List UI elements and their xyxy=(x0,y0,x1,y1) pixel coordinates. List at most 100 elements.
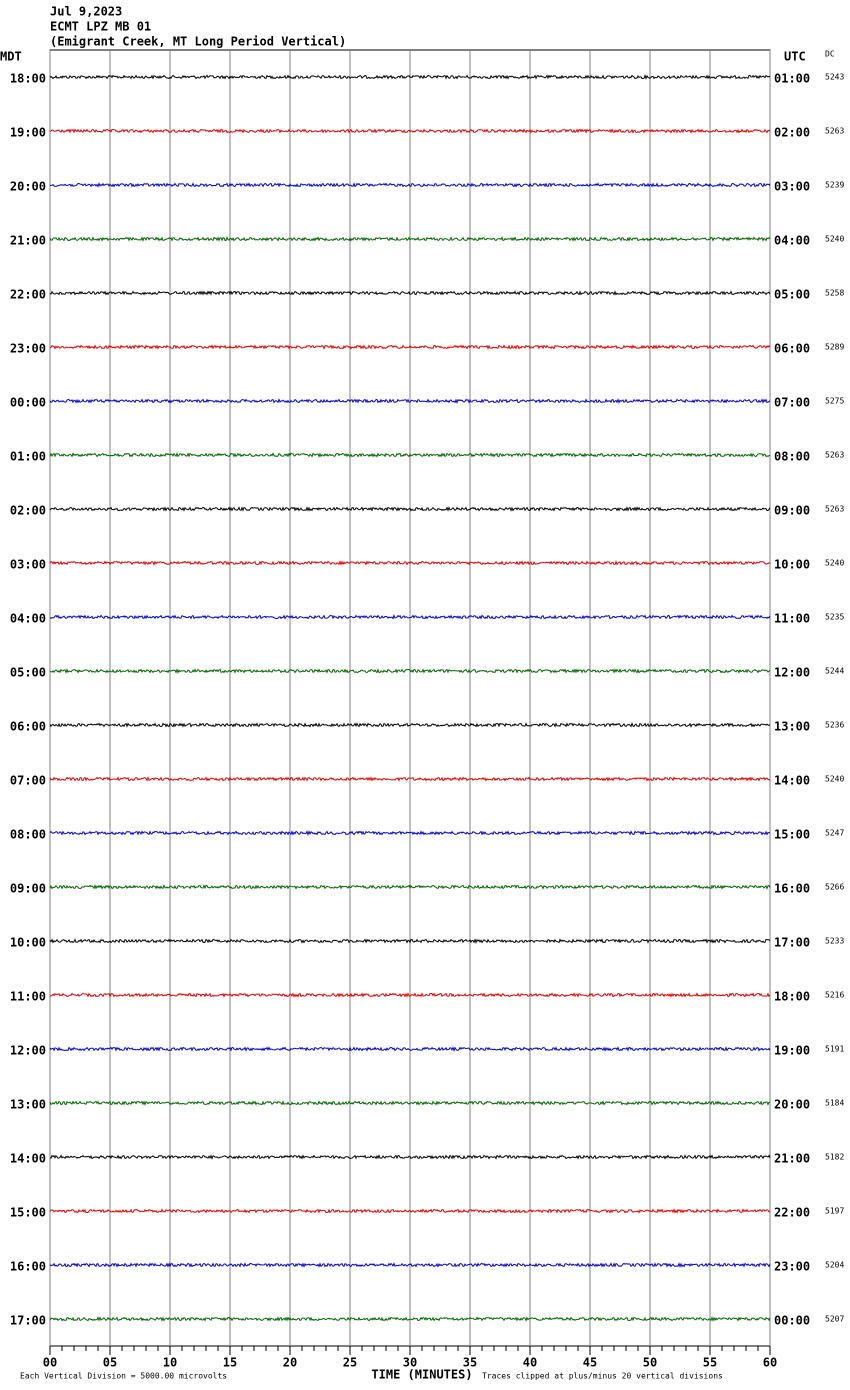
utc-time-label: 04:00 xyxy=(774,234,810,248)
trace xyxy=(49,452,771,458)
dc-value: 5207 xyxy=(825,1315,844,1324)
local-time-label: 07:00 xyxy=(10,774,46,788)
local-time-label: 15:00 xyxy=(10,1206,46,1220)
utc-time-label: 15:00 xyxy=(774,828,810,842)
local-time-label: 16:00 xyxy=(10,1260,46,1274)
dc-value: 5239 xyxy=(825,181,844,190)
utc-time-label: 01:00 xyxy=(774,72,810,86)
x-tick-label: 05 xyxy=(103,1356,117,1370)
trace xyxy=(49,344,771,350)
x-tick-label: 45 xyxy=(583,1356,597,1370)
utc-time-label: 21:00 xyxy=(774,1152,810,1166)
local-time-label: 11:00 xyxy=(10,990,46,1004)
footer-left: Each Vertical Division = 5000.00 microvo… xyxy=(20,1372,227,1381)
trace xyxy=(49,884,771,890)
dc-value: 5204 xyxy=(825,1261,844,1270)
utc-time-label: 06:00 xyxy=(774,342,810,356)
local-time-label: 20:00 xyxy=(10,180,46,194)
local-time-label: 02:00 xyxy=(10,504,46,518)
dc-value: 5240 xyxy=(825,775,844,784)
dc-value: 5182 xyxy=(825,1153,844,1162)
local-time-label: 08:00 xyxy=(10,828,46,842)
local-time-label: 10:00 xyxy=(10,936,46,950)
dc-value: 5243 xyxy=(825,73,844,82)
local-time-label: 17:00 xyxy=(10,1314,46,1328)
local-time-label: 21:00 xyxy=(10,234,46,248)
dc-value: 5233 xyxy=(825,937,844,946)
trace xyxy=(49,290,771,296)
utc-time-label: 02:00 xyxy=(774,126,810,140)
dc-value: 5240 xyxy=(825,559,844,568)
trace xyxy=(49,830,771,837)
trace xyxy=(49,668,771,674)
dc-value: 5216 xyxy=(825,991,844,1000)
utc-time-label: 14:00 xyxy=(774,774,810,788)
trace xyxy=(49,775,771,782)
local-time-label: 13:00 xyxy=(10,1098,46,1112)
x-tick-label: 60 xyxy=(763,1356,777,1370)
trace xyxy=(49,398,771,404)
utc-time-label: 16:00 xyxy=(774,882,810,896)
utc-time-label: 08:00 xyxy=(774,450,810,464)
utc-time-label: 11:00 xyxy=(774,612,810,626)
local-time-label: 12:00 xyxy=(10,1044,46,1058)
utc-time-label: 09:00 xyxy=(774,504,810,518)
footer-right: Traces clipped at plus/minus 20 vertical… xyxy=(482,1372,723,1381)
local-time-label: 06:00 xyxy=(10,720,46,734)
local-time-label: 03:00 xyxy=(10,558,46,572)
local-time-label: 00:00 xyxy=(10,396,46,410)
local-time-label: 01:00 xyxy=(10,450,46,464)
utc-time-label: 23:00 xyxy=(774,1260,810,1274)
local-time-label: 22:00 xyxy=(10,288,46,302)
trace xyxy=(49,938,771,944)
dc-value: 5235 xyxy=(825,613,844,622)
dc-value: 5258 xyxy=(825,289,844,298)
trace xyxy=(49,722,771,728)
x-tick-label: 20 xyxy=(283,1356,297,1370)
x-tick-label: 10 xyxy=(163,1356,177,1370)
local-time-label: 04:00 xyxy=(10,612,46,626)
trace xyxy=(49,1046,771,1053)
dc-value: 5275 xyxy=(825,397,844,406)
trace xyxy=(49,614,771,620)
dc-value: 5244 xyxy=(825,667,844,676)
dc-value: 5197 xyxy=(825,1207,844,1216)
dc-value: 5247 xyxy=(825,829,844,838)
utc-time-label: 22:00 xyxy=(774,1206,810,1220)
x-tick-label: 25 xyxy=(343,1356,357,1370)
utc-time-label: 18:00 xyxy=(774,990,810,1004)
x-tick-label: 30 xyxy=(403,1356,417,1370)
x-tick-label: 50 xyxy=(643,1356,657,1370)
trace xyxy=(49,236,771,242)
utc-time-label: 19:00 xyxy=(774,1044,810,1058)
x-axis-label: TIME (MINUTES) xyxy=(371,1368,472,1382)
dc-value: 5263 xyxy=(825,505,844,514)
local-time-label: 19:00 xyxy=(10,126,46,140)
x-tick-label: 00 xyxy=(43,1356,57,1370)
dc-value: 5236 xyxy=(825,721,844,730)
utc-time-label: 12:00 xyxy=(774,666,810,680)
local-time-label: 18:00 xyxy=(10,72,46,86)
dc-label: DC xyxy=(825,50,835,59)
utc-time-label: 17:00 xyxy=(774,936,810,950)
local-time-label: 09:00 xyxy=(10,882,46,896)
utc-time-label: 07:00 xyxy=(774,396,810,410)
dc-value: 5184 xyxy=(825,1099,844,1108)
utc-time-label: 20:00 xyxy=(774,1098,810,1112)
trace xyxy=(49,1154,771,1160)
utc-time-label: 03:00 xyxy=(774,180,810,194)
trace xyxy=(49,1100,771,1106)
title-line: ECMT LPZ MB 01 xyxy=(50,20,151,34)
trace xyxy=(49,182,771,188)
trace xyxy=(49,1208,771,1214)
local-time-label: 14:00 xyxy=(10,1152,46,1166)
dc-value: 5240 xyxy=(825,235,844,244)
dc-value: 5289 xyxy=(825,343,844,352)
trace xyxy=(49,73,771,80)
utc-time-label: 10:00 xyxy=(774,558,810,572)
x-tick-label: 35 xyxy=(463,1356,477,1370)
dc-value: 5263 xyxy=(825,451,844,460)
trace xyxy=(49,1316,771,1322)
